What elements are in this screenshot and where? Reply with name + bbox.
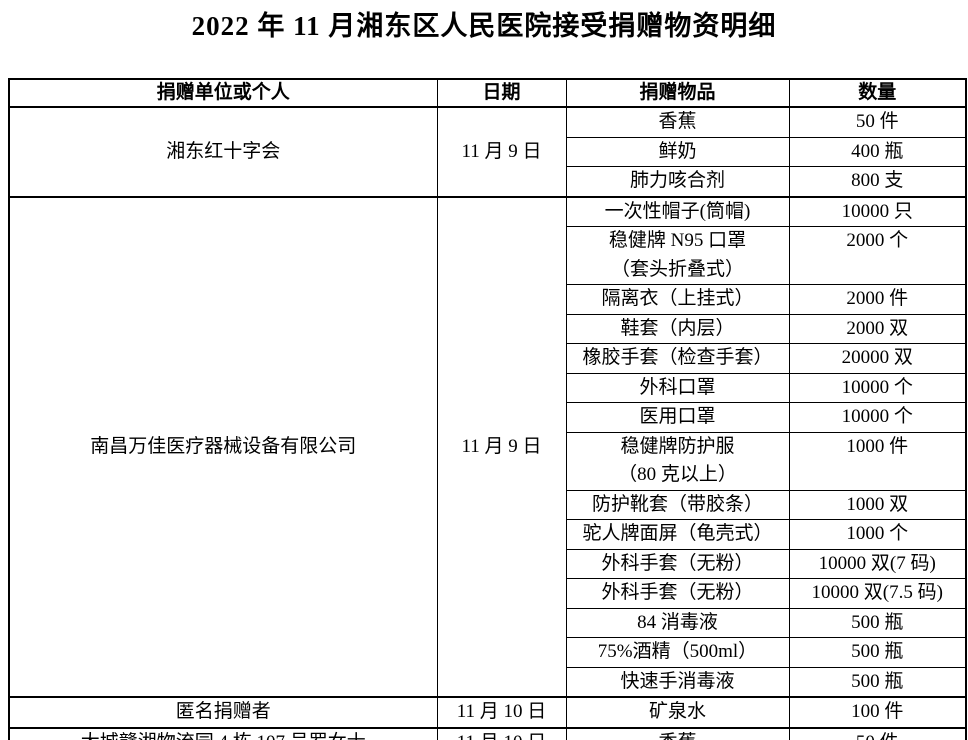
col-header-item: 捐赠物品 [565,78,790,108]
date-cell: 11 月 10 日 [436,726,567,740]
col-header-donor: 捐赠单位或个人 [8,78,438,108]
quantity-cell: 10000 个 [788,372,967,403]
donation-table: 捐赠单位或个人 日期 捐赠物品 数量 湘东红十字会 11 月 9 日香蕉 50 件鲜… [8,78,967,740]
quantity-cell: 500 瓶 [788,666,967,698]
quantity-cell: 1000 件 [788,431,967,491]
table-row: 匿名捐赠者 11 月 10 日矿泉水 100 件 [8,696,967,728]
quantity-cell: 400 瓶 [788,136,967,167]
page-title: 2022 年 11 月湘东区人民医院接受捐赠物资明细 [191,11,777,41]
item-name-cell: 75%酒精（500ml） [565,637,790,668]
quantity-cell: 500 瓶 [788,637,967,668]
item-name-cell: 稳健牌防护服 （80 克以上） [565,431,790,491]
item-name-cell: 驼人牌面屏（龟壳式） [565,519,790,550]
quantity-cell: 500 瓶 [788,607,967,638]
table-row: 隔离衣（上挂式） 2000 件 [9,284,967,315]
table-row: 防护靴套（带胶条） 1000 双 [9,489,967,520]
item-name-cell: 矿泉水 [565,696,790,728]
item-name-line2: （80 克以上） [618,464,737,485]
date-cell: 11 月 9 日 [436,106,567,197]
table-row: 橡胶手套（检查手套） 20000 双 [9,343,967,374]
quantity-cell: 800 支 [788,166,967,197]
item-name-cell: 防护靴套（带胶条） [565,489,790,520]
table-row: 75%酒精（500ml） 500 瓶 [9,637,967,668]
item-name-cell: 医用口罩 [565,402,790,433]
item-name-cell: 稳健牌 N95 口罩 （套头折叠式） [565,226,790,285]
item-name-cell: 外科口罩 [565,372,790,403]
item-name-cell: 肺力咳合剂 [565,166,790,197]
table-row: 稳健牌 N95 口罩 （套头折叠式） 2000 个 [9,226,967,285]
quantity-cell: 10000 双(7 码) [788,548,967,579]
quantity-cell: 2000 件 [788,284,967,315]
table-row: 驼人牌面屏（龟壳式） 1000 个 [9,519,967,550]
table-row: 快速手消毒液 500 瓶 [9,666,967,698]
quantity-cell: 100 件 [788,696,967,728]
quantity-cell: 50 件 [788,726,967,740]
item-name-cell: 橡胶手套（检查手套） [565,343,790,374]
table-row: 外科手套（无粉） 10000 双(7.5 码) [9,578,967,609]
date-cell: 11 月 10 日 [436,696,567,728]
header-row: 捐赠单位或个人 日期 捐赠物品 数量 [8,78,967,108]
item-name-cell: 香蕉 [565,726,790,740]
table-row: 肺力咳合剂 800 支 [9,166,967,197]
item-name-line1: 稳健牌 N95 口罩 [608,230,747,251]
table-row: 84 消毒液 500 瓶 [9,607,967,638]
col-header-date: 日期 [436,78,567,108]
item-name-cell: 一次性帽子(筒帽) [565,195,790,227]
table-row: 医用口罩 10000 个 [9,402,967,433]
donor-cell: 湘东红十字会 [8,106,438,197]
table-row: 鲜奶 400 瓶 [9,136,967,167]
quantity-cell: 1000 个 [788,519,967,550]
quantity-cell: 2000 双 [788,313,967,344]
quantity-cell: 10000 只 [788,195,967,227]
item-name-line1: 稳健牌防护服 [620,435,735,457]
table-row: 稳健牌防护服 （80 克以上） 1000 件 [9,431,967,491]
item-name-cell: 84 消毒液 [565,607,790,638]
donor-cell: 大城赣湘物流园 4 栋 107 号罗女士 [8,726,438,740]
item-name-cell: 鞋套（内层） [565,313,790,344]
table-row: 湘东红十字会 11 月 9 日香蕉 50 件 [8,106,967,197]
item-name-cell: 外科手套（无粉） [565,548,790,579]
quantity-cell: 20000 双 [788,343,967,374]
quantity-cell: 10000 双(7.5 码) [788,578,967,609]
item-name-cell: 香蕉 [565,106,790,138]
item-name-cell: 外科手套（无粉） [565,578,790,609]
donor-cell: 匿名捐赠者 [8,696,438,728]
item-name-line2: （套头折叠式） [610,258,744,280]
date-cell: 11 月 9 日 [436,195,567,698]
table-row: 南昌万佳医疗器械设备有限公司 11 月 9 日一次性帽子(筒帽) 10000 只 [8,195,967,698]
quantity-cell: 10000 个 [788,402,967,433]
col-header-quantity: 数量 [788,78,967,108]
item-name-cell: 快速手消毒液 [565,666,790,698]
item-name-cell: 隔离衣（上挂式） [565,284,790,315]
item-name-cell: 鲜奶 [565,136,790,167]
quantity-cell: 1000 双 [788,489,967,520]
donor-cell: 南昌万佳医疗器械设备有限公司 [8,195,438,698]
quantity-cell: 50 件 [788,106,967,138]
quantity-cell: 2000 个 [788,226,967,285]
